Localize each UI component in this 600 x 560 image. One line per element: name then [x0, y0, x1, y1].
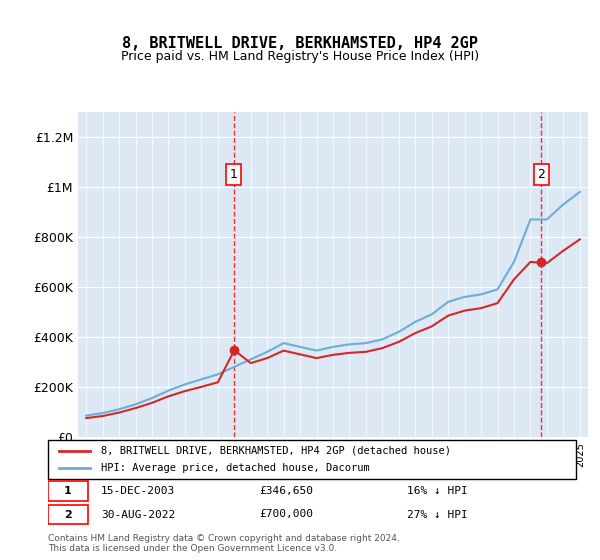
Text: Price paid vs. HM Land Registry's House Price Index (HPI): Price paid vs. HM Land Registry's House …: [121, 50, 479, 63]
Text: 2: 2: [538, 168, 545, 181]
FancyBboxPatch shape: [48, 480, 88, 501]
FancyBboxPatch shape: [48, 440, 576, 479]
Text: 16% ↓ HPI: 16% ↓ HPI: [407, 486, 468, 496]
Text: £346,650: £346,650: [259, 486, 313, 496]
Text: 30-AUG-2022: 30-AUG-2022: [101, 510, 175, 520]
Text: Contains HM Land Registry data © Crown copyright and database right 2024.
This d: Contains HM Land Registry data © Crown c…: [48, 534, 400, 553]
Text: 1: 1: [230, 168, 238, 181]
Text: HPI: Average price, detached house, Dacorum: HPI: Average price, detached house, Daco…: [101, 463, 370, 473]
Text: 15-DEC-2003: 15-DEC-2003: [101, 486, 175, 496]
Text: 8, BRITWELL DRIVE, BERKHAMSTED, HP4 2GP (detached house): 8, BRITWELL DRIVE, BERKHAMSTED, HP4 2GP …: [101, 446, 451, 456]
Text: £700,000: £700,000: [259, 510, 313, 520]
Text: 8, BRITWELL DRIVE, BERKHAMSTED, HP4 2GP: 8, BRITWELL DRIVE, BERKHAMSTED, HP4 2GP: [122, 36, 478, 52]
FancyBboxPatch shape: [48, 505, 88, 525]
Text: 2: 2: [64, 510, 71, 520]
Text: 1: 1: [64, 486, 71, 496]
Text: 27% ↓ HPI: 27% ↓ HPI: [407, 510, 468, 520]
